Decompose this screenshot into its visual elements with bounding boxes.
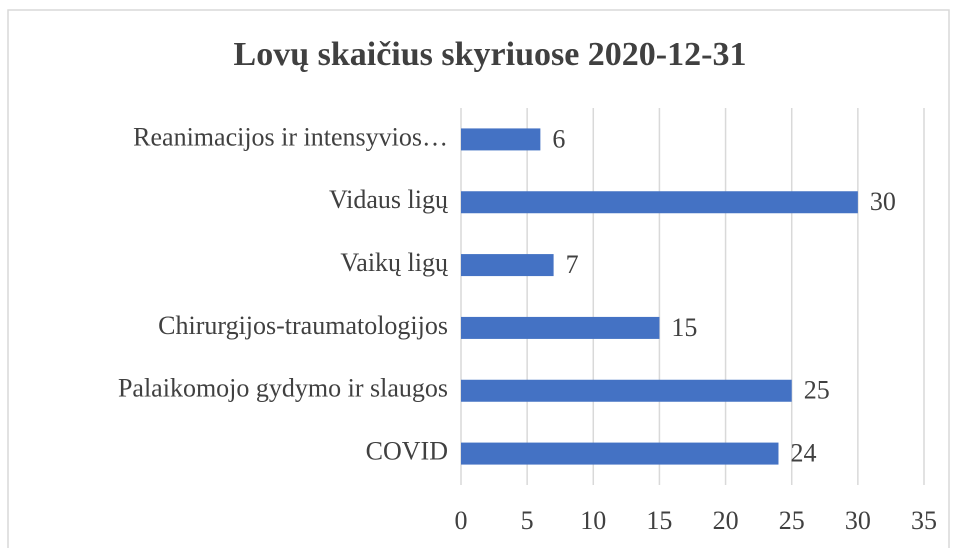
x-tick-label: 0 (455, 506, 468, 535)
x-tick-label: 30 (845, 506, 871, 535)
data-label: 6 (552, 124, 565, 153)
data-label: 30 (870, 187, 896, 216)
data-label: 7 (566, 250, 579, 279)
bar (461, 379, 792, 402)
x-tick-label: 20 (713, 506, 739, 535)
data-label: 25 (804, 376, 830, 405)
data-label: 15 (671, 313, 697, 342)
y-tick-label: Vaikų ligų (340, 248, 449, 277)
data-label: 24 (790, 439, 816, 468)
bar (461, 316, 660, 339)
y-tick-label: Palaikomojo gydymo ir slaugos (118, 374, 448, 403)
bar (461, 191, 858, 214)
y-tick-label: Reanimacijos ir intensyvios… (133, 122, 448, 151)
y-tick-label: COVID (366, 437, 448, 466)
y-tick-label: Vidaus ligų (329, 185, 449, 214)
chart-title: Lovų skaičius skyriuose 2020-12-31 (234, 36, 747, 73)
x-tick-label: 35 (911, 506, 937, 535)
y-tick-label: Chirurgijos-traumatologijos (158, 311, 448, 340)
x-tick-label: 15 (646, 506, 672, 535)
x-tick-label: 10 (580, 506, 606, 535)
bar (461, 442, 779, 465)
bar (461, 128, 541, 151)
x-tick-label: 5 (521, 506, 534, 535)
bar (461, 254, 554, 277)
x-tick-label: 25 (779, 506, 805, 535)
